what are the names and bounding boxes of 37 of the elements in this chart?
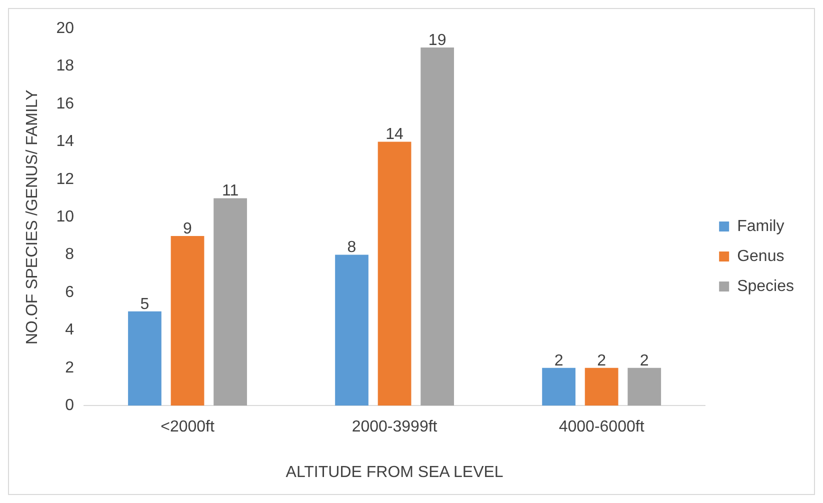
data-label: 2 bbox=[554, 352, 564, 370]
data-label: 5 bbox=[140, 296, 150, 313]
bar bbox=[170, 236, 204, 406]
y-tick-label: 16 bbox=[56, 95, 74, 112]
x-tick-label: <2000ft bbox=[160, 418, 215, 436]
y-axis-title: NO.OF SPECIES /GENUS/ FAMILY bbox=[24, 89, 42, 345]
bar bbox=[378, 142, 412, 406]
x-tick-label: 4000-6000ft bbox=[558, 418, 645, 436]
bar bbox=[628, 368, 662, 406]
data-label: 8 bbox=[347, 239, 356, 256]
data-label: 14 bbox=[386, 126, 404, 144]
y-tick-label: 2 bbox=[65, 359, 74, 376]
y-tick-label: 18 bbox=[56, 58, 74, 75]
y-tick-label: 12 bbox=[56, 170, 74, 188]
y-tick-label: 8 bbox=[65, 246, 74, 264]
data-label: 9 bbox=[183, 220, 192, 238]
x-axis-title: ALTITUDE FROM SEA LEVEL bbox=[286, 464, 504, 481]
data-label: 19 bbox=[428, 32, 446, 49]
y-tick-label: 20 bbox=[56, 20, 74, 38]
y-tick-label: 6 bbox=[65, 284, 74, 301]
y-tick-label: 4 bbox=[65, 322, 74, 339]
y-tick-label: 14 bbox=[56, 133, 74, 150]
legend-label: Family bbox=[737, 218, 784, 235]
y-tick-label: 10 bbox=[56, 208, 74, 226]
bar bbox=[335, 254, 368, 406]
bar bbox=[128, 311, 162, 406]
data-label: 11 bbox=[222, 182, 239, 200]
bar bbox=[214, 198, 247, 406]
data-label: 2 bbox=[597, 352, 606, 370]
bar bbox=[420, 47, 454, 406]
x-tick-label: 2000-3999ft bbox=[352, 418, 438, 436]
legend-label: Genus bbox=[737, 248, 784, 265]
legend-label: Species bbox=[737, 278, 794, 295]
bar bbox=[542, 368, 576, 406]
bar bbox=[584, 368, 618, 406]
data-label: 2 bbox=[640, 352, 649, 370]
y-tick-label: 0 bbox=[65, 397, 74, 414]
